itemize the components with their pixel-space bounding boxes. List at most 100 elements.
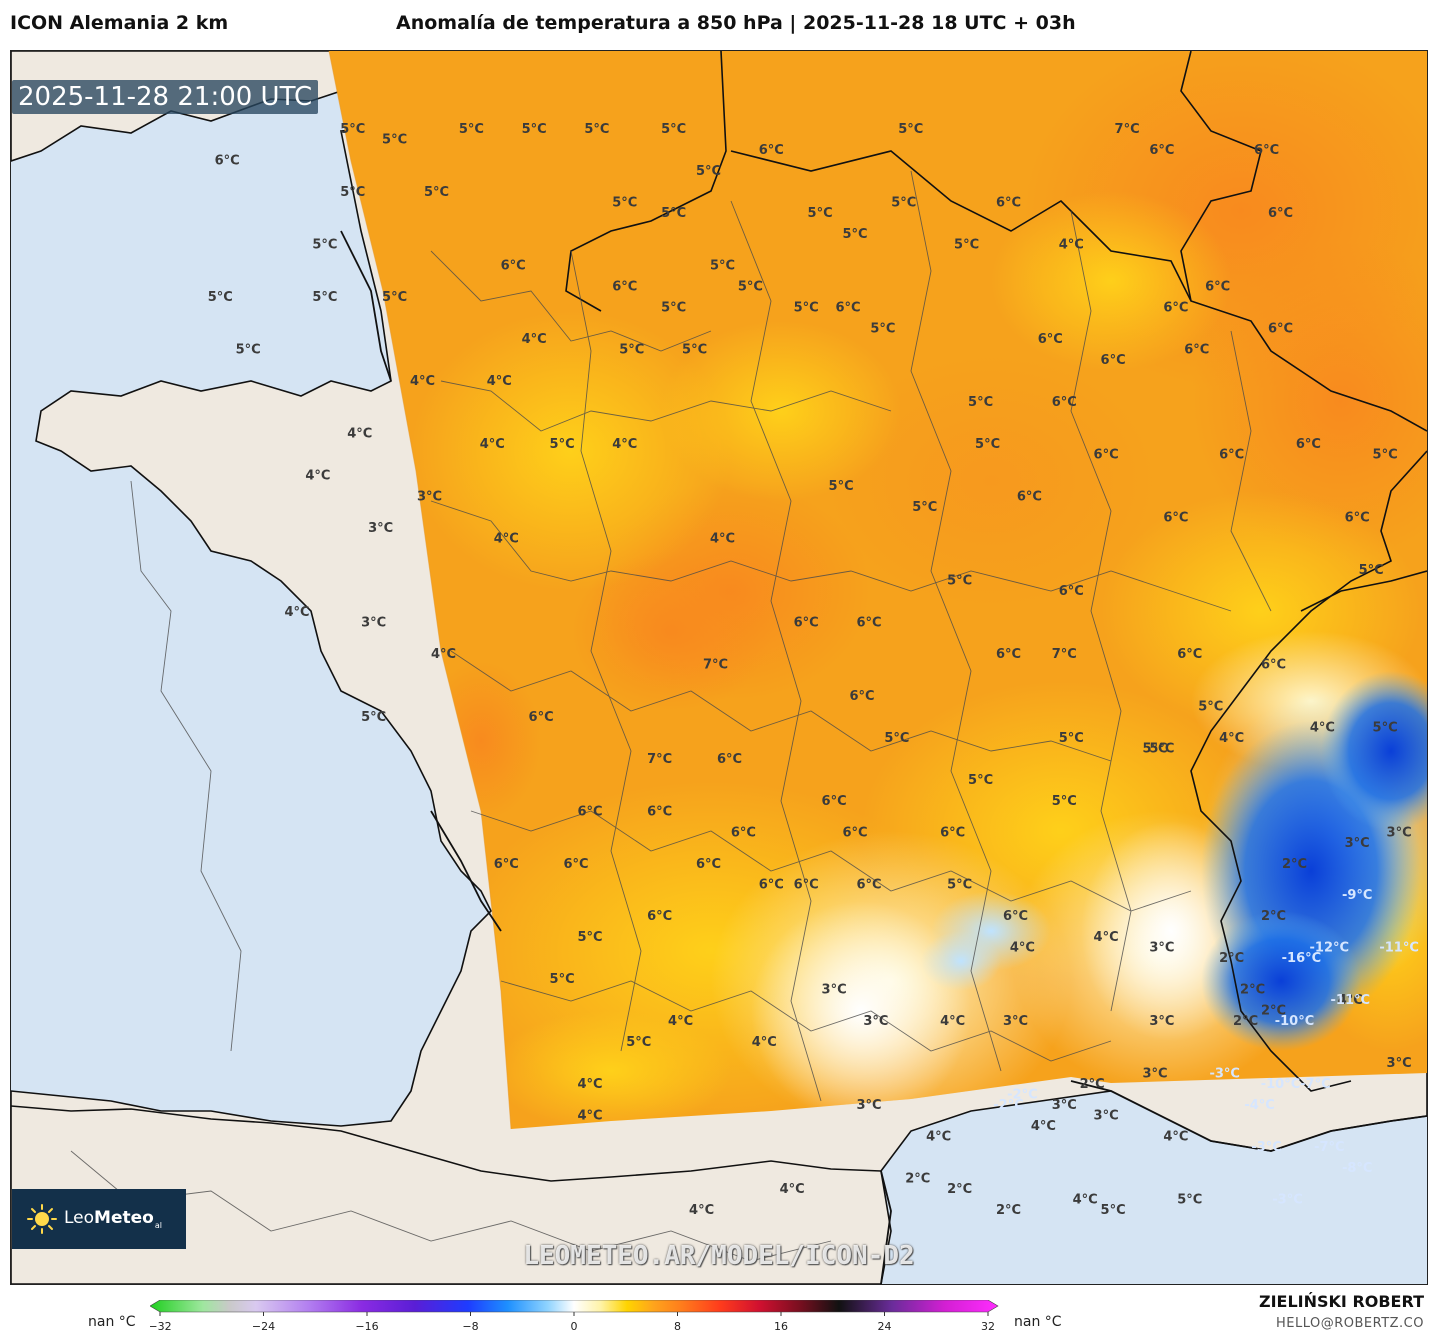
domain-edge: [328, 51, 512, 1130]
temperature-label: 6°C: [1345, 511, 1370, 526]
temperature-label: 5°C: [661, 122, 686, 137]
temperature-label: 4°C: [689, 1203, 714, 1218]
weather-map[interactable]: 5°C 6°C 5°C 5°C 5°C 5°C 5°C 6°C 5°C 7°C 6°C 6°C 5°C 5…: [10, 50, 1428, 1285]
temperature-label: 6°C: [1296, 437, 1321, 452]
temperature-label: 5°C: [382, 290, 407, 305]
temperature-label: 5°C: [612, 196, 637, 211]
temperature-label: 5°C: [1059, 731, 1084, 746]
temperature-label: 5°C: [975, 437, 1000, 452]
nan-label-right: nan °C: [1014, 1314, 1062, 1330]
temperature-label: 6°C: [849, 689, 874, 704]
temperature-label: -10°C: [1261, 1077, 1301, 1092]
temperature-label: 3°C: [1142, 1067, 1167, 1082]
temperature-label: 5°C: [870, 322, 895, 337]
temperature-label: 6°C: [835, 301, 860, 316]
temperature-label: 6°C: [1268, 322, 1293, 337]
temperature-label: 4°C: [1094, 930, 1119, 945]
temperature-label: 5°C: [424, 185, 449, 200]
colorbar-tick-label: 32: [981, 1320, 995, 1333]
colorbar: −32 −24 −16 −8 0 8 16 24 32: [150, 1300, 999, 1333]
temperature-labels: 5°C 6°C 5°C 5°C 5°C 5°C 5°C 6°C 5°C 7°C 6°C 6°C 5°C 5…: [208, 122, 1412, 1218]
sun-icon: [27, 1204, 57, 1234]
temperature-label: 2°C: [1080, 1077, 1105, 1092]
temperature-label: 5°C: [577, 930, 602, 945]
temperature-label: 4°C: [1219, 731, 1244, 746]
temperature-label: 5°C: [794, 301, 819, 316]
colorbar-tick-label: 0: [571, 1320, 578, 1333]
map-canvas[interactable]: 5°C 6°C 5°C 5°C 5°C 5°C 5°C 6°C 5°C 7°C 6°C 6°C 5°C 5…: [11, 51, 1427, 1284]
temperature-label: 5°C: [682, 343, 707, 358]
temperature-label: 5°C: [626, 1035, 651, 1050]
author-email[interactable]: HELLO@ROBERTZ.CO: [1275, 1316, 1424, 1331]
chart-title: Anomalía de temperatura a 850 hPa | 2025…: [396, 12, 1076, 34]
temperature-label: 6°C: [856, 615, 881, 630]
temperature-label: 5°C: [208, 290, 233, 305]
temperature-label: 5°C: [236, 343, 261, 358]
temperature-label: 6°C: [1017, 490, 1042, 505]
temperature-label: 3°C: [368, 521, 393, 536]
temperature-label: 6°C: [996, 647, 1021, 662]
temperature-label: 6°C: [856, 878, 881, 893]
nan-label-left: nan °C: [88, 1314, 136, 1330]
temperature-label: 6°C: [1149, 143, 1174, 158]
temperature-label: 4°C: [284, 605, 309, 620]
temperature-label: 5°C: [884, 731, 909, 746]
temperature-label: 4°C: [710, 532, 735, 547]
temperature-label: -3°C: [1251, 1140, 1281, 1155]
temperature-label: 4°C: [305, 469, 330, 484]
colorbar-tick-label: −32: [150, 1320, 172, 1333]
url-watermark: LEOMETEO.AR/MODEL/ICON-D2: [523, 1241, 915, 1271]
colorbar-legend: nan °C −32 −24 −16 −8 0 8 16 24 32 nan °C: [0, 1286, 1436, 1339]
temperature-label: 3°C: [856, 1098, 881, 1113]
temperature-label: 4°C: [522, 332, 547, 347]
temperature-label: 5°C: [661, 206, 686, 221]
temperature-label: 5°C: [1373, 720, 1398, 735]
temperature-label: 3°C: [361, 615, 386, 630]
temperature-label: 5°C: [891, 196, 916, 211]
temperature-label: 2°C: [905, 1172, 930, 1187]
temperature-field: [329, 51, 1427, 1129]
colorbar-tick-label: 8: [674, 1320, 681, 1333]
temperature-label: 4°C: [410, 374, 435, 389]
temperature-label: 3°C: [1094, 1109, 1119, 1124]
temperature-label: 5°C: [954, 238, 979, 253]
temperature-label: 5°C: [968, 773, 993, 788]
temperature-label: -16°C: [1282, 951, 1322, 966]
colorbar-tick-label: −16: [355, 1320, 378, 1333]
temperature-label: 6°C: [1163, 301, 1188, 316]
temperature-label: 6°C: [717, 752, 742, 767]
temperature-label: -4°C: [1244, 1098, 1274, 1113]
temperature-label: 4°C: [1059, 238, 1084, 253]
temperature-label: 4°C: [940, 1014, 965, 1029]
temperature-label: -10°C: [1275, 1014, 1315, 1029]
temperature-label: -3°C: [1209, 1067, 1239, 1082]
temperature-label: 2°C: [1240, 983, 1265, 998]
temperature-label: 3°C: [1003, 1014, 1028, 1029]
national-borders: [11, 51, 1427, 1182]
leometeo-logo[interactable]: LeoMeteoal: [12, 1189, 186, 1249]
temperature-label: 5°C: [550, 437, 575, 452]
temperature-label: 6°C: [1184, 343, 1209, 358]
temperature-label: 4°C: [1338, 993, 1363, 1008]
temperature-label: 6°C: [794, 878, 819, 893]
temperature-label: -7°C: [1314, 1140, 1344, 1155]
temperature-label: 6°C: [940, 825, 965, 840]
temperature-label: 6°C: [577, 804, 602, 819]
temperature-label: -11°C: [1331, 993, 1371, 1008]
temperature-label: 6°C: [612, 280, 637, 295]
temperature-label: 5°C: [312, 290, 337, 305]
temperature-label: 2°C: [1282, 857, 1307, 872]
temperature-label: -2°C: [1007, 1088, 1037, 1103]
temperature-label: 7°C: [1052, 647, 1077, 662]
temperature-label: 5°C: [710, 259, 735, 274]
temperature-label: 6°C: [494, 857, 519, 872]
temperature-label: 5°C: [382, 133, 407, 148]
temperature-label: 6°C: [996, 196, 1021, 211]
temperature-label: 6°C: [1219, 448, 1244, 463]
temperature-label: 4°C: [1073, 1193, 1098, 1208]
temperature-label: 4°C: [1310, 720, 1335, 735]
temperature-label: 4°C: [1163, 1130, 1188, 1145]
temperature-label: 3°C: [1149, 941, 1174, 956]
temperature-label: 2°C: [996, 1203, 1021, 1218]
temperature-label: 5°C: [1052, 794, 1077, 809]
